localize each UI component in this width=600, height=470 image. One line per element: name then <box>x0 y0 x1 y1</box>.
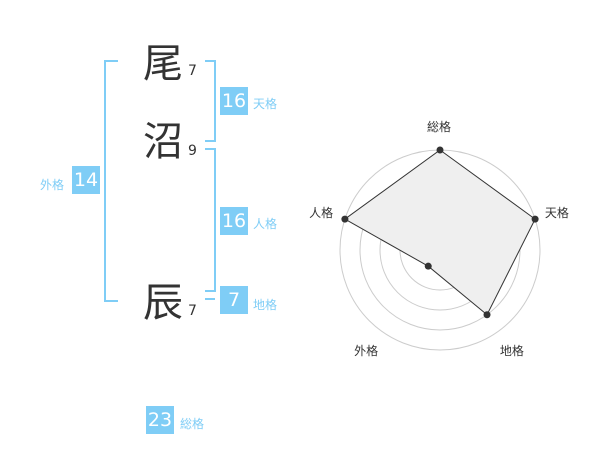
soukaku-value: 23 <box>146 406 174 434</box>
gaikaku-bracket <box>104 60 118 302</box>
radar-point-0 <box>436 146 444 154</box>
stroke-count-3: 7 <box>188 303 197 319</box>
name-char-2: 沼 <box>143 119 183 165</box>
chikaku-label: 地格 <box>253 298 278 312</box>
radar-axis-label: 総格 <box>427 120 452 134</box>
radar-point-4 <box>341 215 349 223</box>
jinkaku-bracket <box>205 148 216 292</box>
gaikaku-label: 外格 <box>40 178 65 192</box>
name-char-3: 辰 <box>143 280 183 326</box>
jinkaku-label: 人格 <box>253 217 278 231</box>
chikaku-connector <box>205 298 215 300</box>
radar-axis-label: 地格 <box>499 344 524 359</box>
radar-point-3 <box>424 262 432 270</box>
radar-area <box>343 149 536 316</box>
radar-axis-label: 天格 <box>544 205 569 220</box>
tenkaku-value: 16 <box>220 87 248 115</box>
stroke-count-1: 7 <box>188 63 197 79</box>
gaikaku-value: 14 <box>72 166 100 194</box>
tenkaku-label: 天格 <box>253 97 278 111</box>
radar-axis-label: 外格 <box>354 344 379 359</box>
stroke-count-2: 9 <box>188 143 197 159</box>
radar-point-2 <box>483 311 491 319</box>
radar-axis-label: 人格 <box>309 205 334 220</box>
chikaku-value: 7 <box>220 286 248 314</box>
jinkaku-value: 16 <box>220 207 248 235</box>
name-char-1: 尾 <box>143 41 183 87</box>
soukaku-label: 総格 <box>180 417 205 431</box>
tenkaku-bracket <box>205 60 216 142</box>
radar-point-1 <box>531 215 539 223</box>
